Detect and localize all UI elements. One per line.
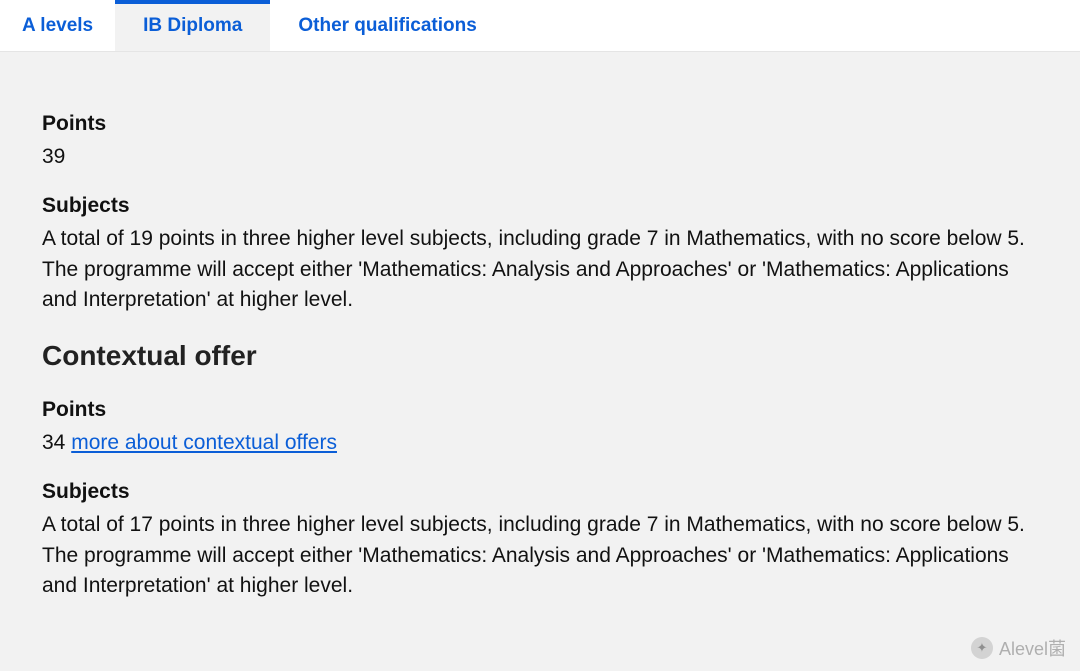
- watermark-text: Alevel菌: [999, 635, 1066, 661]
- tab-panel-ib-diploma: Points 39 Subjects A total of 19 points …: [0, 52, 1080, 646]
- watermark: ✦ Alevel菌: [971, 635, 1066, 661]
- contextual-offer-heading: Contextual offer: [42, 340, 1038, 372]
- points-label: Points: [42, 112, 1038, 136]
- tabs-bar: A levels IB Diploma Other qualifications: [0, 0, 1080, 52]
- contextual-subjects-label: Subjects: [42, 480, 1038, 504]
- contextual-subjects-text: A total of 17 points in three higher lev…: [42, 510, 1038, 601]
- subjects-text: A total of 19 points in three higher lev…: [42, 224, 1038, 315]
- wechat-icon: ✦: [971, 637, 993, 659]
- tab-ib-diploma[interactable]: IB Diploma: [115, 0, 270, 51]
- contextual-points-value: 34: [42, 431, 65, 454]
- points-value: 39: [42, 142, 1038, 172]
- tab-a-levels[interactable]: A levels: [0, 0, 115, 51]
- contextual-points-label: Points: [42, 398, 1038, 422]
- contextual-offers-link[interactable]: more about contextual offers: [71, 431, 337, 454]
- tab-other-qualifications[interactable]: Other qualifications: [270, 0, 504, 51]
- contextual-points-row: 34 more about contextual offers: [42, 428, 1038, 458]
- subjects-label: Subjects: [42, 194, 1038, 218]
